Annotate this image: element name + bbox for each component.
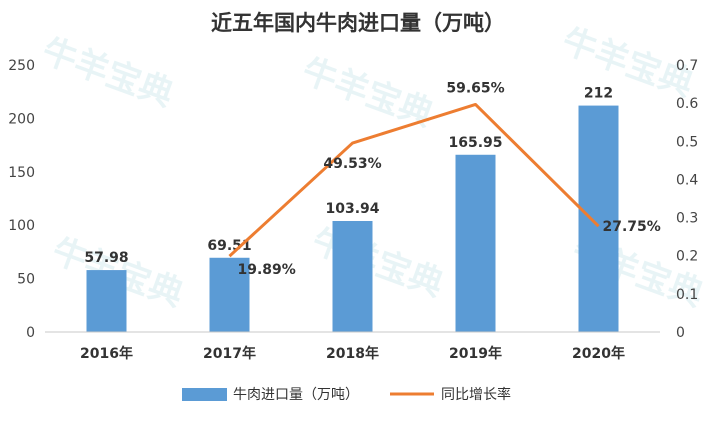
legend: 牛肉进口量（万吨） 同比增长率 [182, 386, 511, 403]
legend-bar-swatch [182, 388, 227, 401]
right-y-tick-label: 0 [676, 325, 685, 341]
line-data-label: 49.53% [323, 156, 381, 172]
bar [333, 221, 373, 332]
bar-data-label: 57.98 [84, 250, 128, 266]
bar-data-label: 212 [584, 86, 613, 102]
right-y-tick-label: 0.5 [676, 134, 698, 150]
legend-line-label: 同比增长率 [441, 386, 511, 403]
right-y-tick-label: 0.2 [676, 249, 698, 265]
left-y-tick-label: 150 [8, 165, 35, 181]
x-tick-label: 2018年 [326, 345, 379, 362]
left-y-tick-label: 0 [26, 325, 35, 341]
left-y-axis: 0 50 100 150 200 250 [8, 58, 35, 341]
left-y-tick-label: 50 [17, 272, 35, 288]
left-y-tick-label: 200 [8, 111, 35, 127]
x-tick-label: 2017年 [203, 345, 256, 362]
left-y-tick-label: 100 [8, 218, 35, 234]
right-y-tick-label: 0.7 [676, 58, 698, 74]
legend-bar-label: 牛肉进口量（万吨） [233, 387, 359, 403]
right-y-tick-label: 0.3 [676, 211, 698, 227]
x-tick-label: 2019年 [449, 345, 502, 362]
bar-data-label: 165.95 [448, 135, 502, 151]
watermark-text: 牛羊宝典 [307, 221, 448, 305]
bar [87, 270, 127, 332]
line-data-label: 59.65% [446, 80, 504, 96]
line-data-label: 27.75% [603, 219, 661, 235]
right-y-tick-label: 0.1 [676, 287, 698, 303]
x-tick-label: 2020年 [572, 345, 625, 362]
chart-title: 近五年国内牛肉进口量（万吨） [211, 11, 505, 35]
right-y-axis: 0 0.1 0.2 0.3 0.4 0.5 0.6 0.7 [676, 58, 698, 341]
left-y-tick-label: 250 [8, 58, 35, 74]
bar [456, 155, 496, 332]
right-y-tick-label: 0.6 [676, 96, 698, 112]
watermark-text: 牛羊宝典 [37, 31, 178, 115]
bar-data-label: 103.94 [325, 201, 379, 217]
line-data-label: 19.89% [238, 262, 296, 278]
x-axis: 2016年 2017年 2018年 2019年 2020年 [45, 332, 660, 362]
right-y-tick-label: 0.4 [676, 172, 698, 188]
x-tick-label: 2016年 [80, 345, 133, 362]
